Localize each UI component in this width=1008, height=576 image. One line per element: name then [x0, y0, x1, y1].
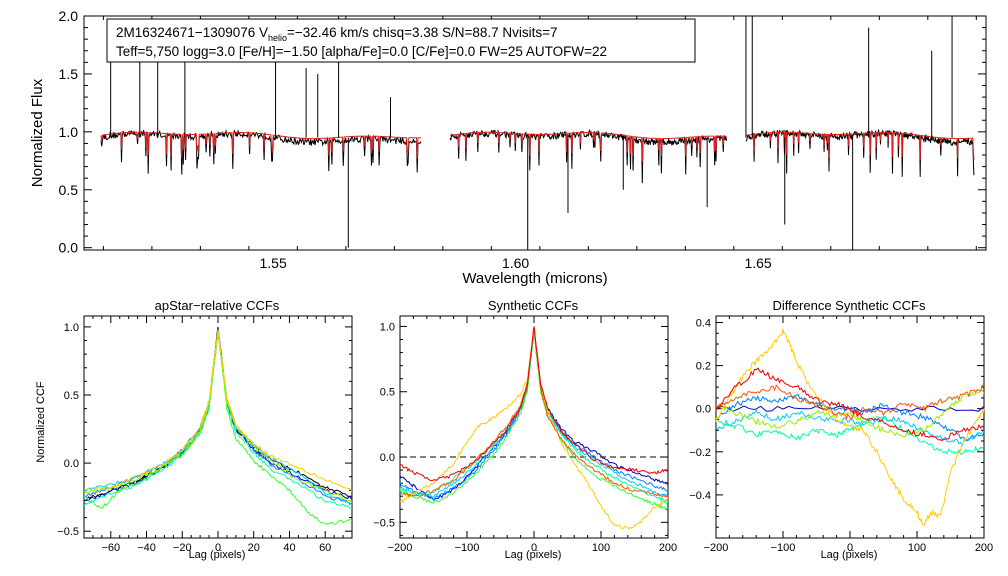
observed-spectrum-line — [449, 128, 728, 184]
spectrum-y-tick-label: 1.5 — [59, 66, 79, 82]
ccf-x-tick-label: −100 — [771, 542, 796, 554]
difference-ccf-x-label: Lag (pixels) — [821, 549, 878, 561]
spectrum-panel: 1.55 1.60 1.65 0.0 0.5 1.0 1.5 2.0 Wavelength (… — [29, 8, 987, 287]
ccf-curve — [715, 409, 985, 447]
ccf-y-tick-label: 1.0 — [380, 321, 395, 333]
spectrum-y-tick-label: 0.0 — [59, 240, 79, 256]
ccf-curve — [715, 416, 985, 455]
ccf-x-tick-label: −200 — [388, 542, 413, 554]
info-fit-stats: =−32.46 km/s chisq=3.38 S/N=88.7 Nvisits… — [287, 25, 558, 40]
ccf-x-tick-label: 100 — [908, 542, 926, 554]
ccf-y-tick-label: 0.5 — [64, 390, 79, 402]
ccf-y-tick-label: 0.0 — [696, 404, 711, 416]
ccf-x-tick-label: 0 — [531, 542, 537, 554]
spectrum-y-tick-label: 2.0 — [59, 8, 79, 24]
synthetic-ccf-panel: Synthetic CCFs Lag (pixels) −200 −100 0 100… — [373, 298, 677, 561]
spectrum-x-tick-label: 1.60 — [502, 255, 529, 271]
ccf-curve — [399, 329, 669, 530]
spectrum-x-tick-label: 1.55 — [260, 255, 287, 271]
info-box — [106, 18, 696, 63]
observed-spectrum-line — [745, 128, 975, 177]
model-spectrum-line — [745, 131, 975, 161]
ccf-y-tick-label: 0.5 — [380, 387, 395, 399]
apstar-ccf-y-label: Normalized CCF — [35, 381, 47, 463]
ccf-y-tick-label: 0.0 — [64, 458, 79, 470]
ccf-y-tick-label: −0.4 — [689, 490, 711, 502]
apstar-ccf-x-label: Lag (pixels) — [189, 549, 246, 561]
ccf-x-tick-label: 20 — [248, 542, 260, 554]
ccf-curve — [83, 330, 353, 506]
info-vhelio-subscript: helio — [268, 33, 287, 43]
spectrum-curves — [100, 16, 975, 250]
ccf-curve — [83, 326, 353, 502]
ccf-curve — [399, 330, 669, 511]
ccf-frame — [83, 315, 353, 539]
ccf-x-tick-label: 200 — [659, 542, 677, 554]
spectrum-x-label: Wavelength (microns) — [462, 270, 607, 287]
ccf-x-tick-label: 100 — [592, 542, 610, 554]
ccf-y-tick-label: 0.0 — [380, 452, 395, 464]
apstar-ccf-panel: apStar−relative CCFs Lag (pixels) Normal… — [35, 298, 353, 561]
spectrum-ticks: 1.55 1.60 1.65 0.0 0.5 1.0 1.5 2.0 — [59, 8, 986, 271]
ccf-y-tick-label: −0.5 — [57, 526, 79, 538]
ccf-x-tick-label: −20 — [173, 542, 192, 554]
spectrum-y-tick-label: 1.0 — [59, 124, 79, 140]
ccf-curve — [83, 329, 353, 491]
info-line-1: 2M16324671−1309076 Vhelio=−32.46 km/s ch… — [116, 25, 558, 43]
ccf-x-tick-label: 60 — [319, 542, 331, 554]
ccf-curve — [715, 367, 985, 442]
difference-ccf-panel: Difference Synthetic CCFs Lag (pixels) −… — [689, 298, 993, 561]
ccf-curve — [83, 333, 353, 503]
ccf-y-tick-label: 0.4 — [696, 317, 711, 329]
synthetic-ccf-title: Synthetic CCFs — [488, 298, 579, 313]
ccf-curve — [399, 327, 669, 498]
spectrum-y-label: Normalized Flux — [29, 78, 46, 187]
ccf-x-tick-label: −100 — [455, 542, 480, 554]
spectrum-x-tick-label: 1.65 — [744, 255, 771, 271]
ccf-x-tick-label: 0 — [215, 542, 221, 554]
ccf-x-tick-label: 200 — [975, 542, 993, 554]
model-spectrum-line — [450, 131, 727, 162]
apstar-ccf-title: apStar−relative CCFs — [155, 298, 280, 313]
ccf-curve — [715, 384, 985, 420]
ccf-x-tick-label: 0 — [847, 542, 853, 554]
ccf-x-tick-label: −40 — [137, 542, 156, 554]
ccf-curve — [83, 329, 353, 505]
model-spectrum-line — [100, 131, 422, 159]
spectrum-y-tick-label: 0.5 — [59, 182, 79, 198]
info-star-id: 2M16324671−1309076 V — [116, 25, 268, 40]
ccf-frame — [399, 315, 669, 539]
ccf-curve — [83, 330, 353, 525]
difference-ccf-title: Difference Synthetic CCFs — [773, 298, 926, 313]
ccf-curve — [399, 326, 669, 482]
spectrum-frame — [83, 15, 987, 251]
ccf-y-tick-label: −0.5 — [373, 517, 395, 529]
ccf-curve — [399, 331, 669, 499]
ccf-x-tick-label: −60 — [101, 542, 120, 554]
ccf-x-tick-label: 40 — [283, 542, 295, 554]
ccf-curve — [715, 328, 985, 526]
ccf-y-tick-label: −0.2 — [689, 447, 711, 459]
ccf-y-tick-label: 0.2 — [696, 361, 711, 373]
ccf-y-tick-label: 1.0 — [64, 322, 79, 334]
info-line-2: Teff=5,750 logg=3.0 [Fe/H]=−1.50 [alpha/… — [116, 44, 607, 59]
synthetic-ccf-x-label: Lag (pixels) — [505, 549, 562, 561]
ccf-x-tick-label: −200 — [704, 542, 729, 554]
ccf-curve — [715, 389, 985, 438]
